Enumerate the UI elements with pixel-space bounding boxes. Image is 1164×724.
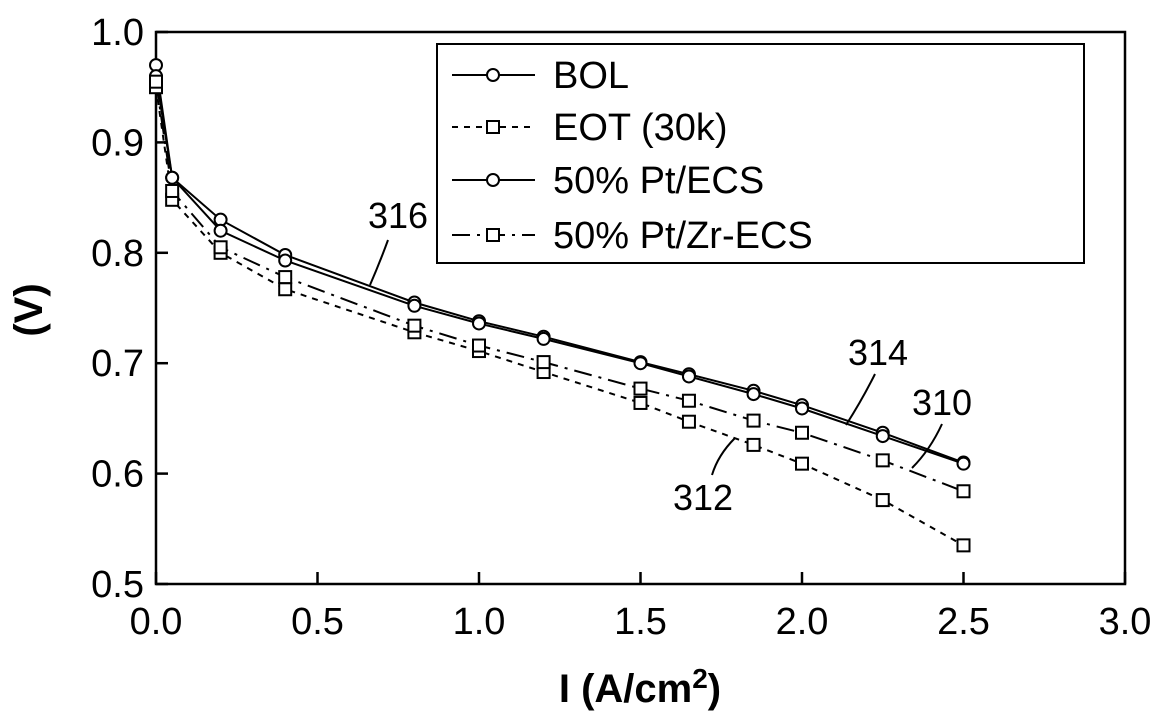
- series-markers: [149, 58, 971, 553]
- y-tick-label: 0.5: [91, 564, 144, 606]
- annotation-leader: [911, 423, 943, 469]
- data-point: [681, 369, 696, 384]
- data-point: [875, 453, 890, 468]
- data-point: [795, 425, 809, 440]
- x-tick-label: 0.0: [130, 601, 183, 643]
- axis-ticks: 0.0 0.5 1.0 1.5 2.0 2.5 3.00.50.60.70.80.91.0: [91, 12, 1151, 643]
- legend-label: 50% Pt/ECS: [553, 160, 764, 202]
- data-point: [278, 282, 293, 297]
- data-point: [278, 253, 293, 268]
- data-point: [633, 356, 648, 371]
- legend-marker: [486, 173, 500, 187]
- data-point: [746, 437, 761, 452]
- legend-marker: [486, 68, 500, 82]
- data-point: [536, 331, 551, 346]
- data-point: [746, 413, 761, 428]
- data-point: [746, 387, 761, 402]
- data-point: [165, 183, 180, 198]
- annotation-leader: [369, 239, 389, 286]
- x-tick-label: 2.5: [937, 601, 990, 643]
- data-point: [536, 355, 551, 370]
- data-point: [213, 240, 228, 255]
- data-point: [278, 270, 293, 285]
- x-tick-label: 1.5: [614, 601, 667, 643]
- data-point: [795, 401, 809, 416]
- data-point: [149, 74, 163, 89]
- annotation-label: 314: [848, 332, 908, 373]
- annotation-leader: [845, 373, 876, 426]
- y-tick-label: 0.8: [91, 233, 144, 275]
- y-axis-label: (V): [7, 283, 51, 336]
- annotation-label: 316: [368, 195, 428, 236]
- data-point: [681, 414, 696, 429]
- x-tick-label: 0.5: [291, 601, 344, 643]
- data-point: [472, 338, 486, 353]
- y-tick-label: 0.9: [91, 122, 144, 164]
- data-point: [956, 484, 971, 499]
- legend-marker: [486, 120, 500, 134]
- legend-marker: [486, 228, 500, 242]
- legend-label: BOL: [553, 55, 629, 97]
- legend-label: 50% Pt/Zr-ECS: [553, 215, 813, 257]
- y-tick-label: 0.7: [91, 343, 144, 385]
- data-point: [795, 456, 809, 471]
- data-point: [633, 381, 648, 396]
- data-point: [407, 318, 422, 333]
- data-point: [407, 298, 422, 313]
- x-axis-label: I (A/cm2): [559, 663, 721, 711]
- legend-label: EOT (30k): [553, 107, 728, 149]
- x-tick-label: 1.0: [453, 601, 506, 643]
- data-point: [875, 429, 890, 444]
- y-tick-label: 0.6: [91, 454, 144, 496]
- annotation-label: 310: [912, 382, 972, 423]
- annotation-label: 312: [673, 477, 733, 518]
- x-tick-label: 3.0: [1099, 601, 1152, 643]
- data-point: [165, 170, 180, 185]
- legend-box: [436, 43, 1085, 264]
- data-point: [956, 456, 971, 471]
- data-point: [633, 395, 648, 410]
- data-point: [472, 316, 486, 331]
- y-tick-label: 1.0: [91, 12, 144, 54]
- data-point: [956, 538, 971, 553]
- legend: BOL EOT (30k) 50% Pt/ECS 50% Pt/Zr-ECS: [436, 43, 1085, 264]
- data-point: [213, 223, 228, 238]
- data-point: [875, 493, 890, 508]
- annotation-leader: [711, 437, 736, 476]
- data-point: [681, 393, 696, 408]
- x-tick-label: 2.0: [776, 601, 829, 643]
